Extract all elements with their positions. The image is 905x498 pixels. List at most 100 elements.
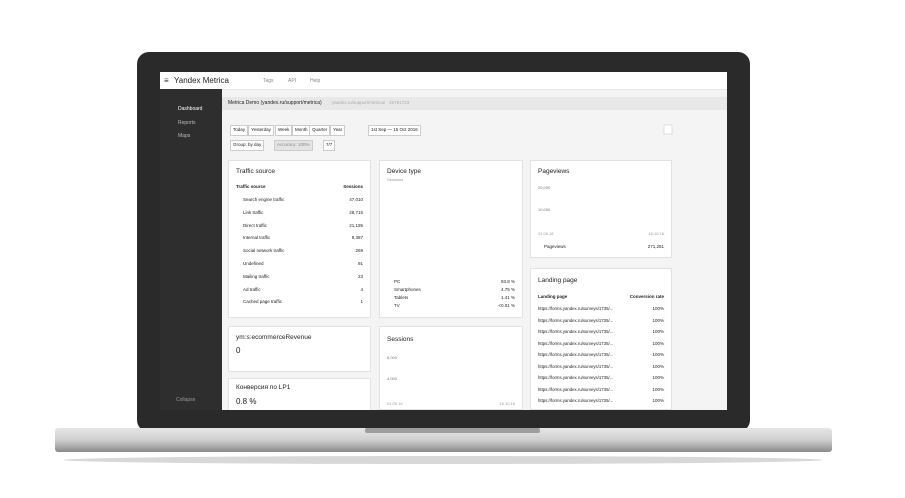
row-label: Search engine traffic (243, 197, 285, 202)
row-value: 28,715 (349, 209, 363, 215)
menu-icon: ≡ (164, 76, 169, 85)
period-button[interactable]: Today (230, 125, 249, 136)
widget-title: Device type (387, 168, 421, 175)
card-revenue (228, 326, 371, 372)
sidebar (160, 89, 222, 410)
row-value: 100% (652, 329, 664, 334)
row-value: 100% (652, 352, 664, 357)
axis-label: 4,000 (387, 376, 398, 381)
period-button[interactable]: Yesterday (248, 125, 274, 136)
row-value: 100% (652, 317, 664, 323)
axis-date: 01.09.16 (538, 231, 554, 236)
row-label: https://forms.yandex.ru/surveys/1735/... (538, 329, 614, 334)
axis-date: 15.10.16 (648, 231, 664, 236)
row-label: Undefined (243, 261, 264, 266)
row-label: https://forms.yandex.ru/surveys/1735/... (538, 386, 614, 392)
column-header: Sessions (343, 184, 363, 189)
card-traffic-source (228, 160, 371, 318)
period-button[interactable]: Year (330, 125, 346, 136)
widget-title: Traffic source (236, 168, 276, 175)
row-value: 1 (360, 299, 363, 305)
card-sessions (379, 326, 523, 410)
widget-title: Конверсия по LP1 (236, 384, 291, 391)
period-button[interactable]: Week (275, 125, 293, 136)
breadcrumb-bar (222, 97, 727, 110)
card-device-type (379, 160, 523, 318)
legend-label: PC (394, 279, 401, 284)
row-label: Direct traffic (243, 222, 267, 228)
nav-link[interactable]: Help (310, 78, 321, 84)
nav-link[interactable]: Tags (263, 78, 274, 84)
column-header: Landing page (538, 294, 568, 299)
row-value: 9,387 (351, 235, 363, 241)
legend-label: Pageviews (544, 244, 566, 249)
legend-label: TV (394, 303, 400, 308)
row-label: https://forms.yandex.ru/surveys/1735/... (538, 352, 614, 357)
top-bar (160, 72, 727, 90)
notch (365, 428, 540, 433)
column-header: Conversion rate (629, 294, 664, 299)
legend-value: 1.41 % (500, 295, 515, 300)
axis-date: 01.09.16 (387, 401, 403, 406)
filter-button[interactable]: Accuracy: 100% (274, 140, 313, 151)
row-value: 100% (652, 375, 664, 380)
legend-label: Smartphones (394, 287, 421, 292)
row-label: Cached page traffic (243, 299, 282, 305)
legend-value: 93.8 % (500, 279, 515, 284)
row-value: 47,010 (349, 197, 363, 202)
period-button[interactable]: Quarter (309, 125, 331, 136)
row-value: 100% (652, 363, 664, 369)
legend-value: <0.01 % (498, 303, 515, 308)
axis-label: 6,000 (387, 355, 398, 360)
screen: ≡ Yandex Metrica Tags API Help Dashboard Repo… (160, 72, 727, 410)
widget-title: Pageviews (538, 168, 570, 175)
widget-value: 0.8 % (236, 397, 257, 406)
axis-label: 10,000 (538, 207, 551, 212)
row-value: 100% (652, 306, 664, 311)
breadcrumb-title: Metrica Demo (yandex.ru/support/metrica) (228, 100, 322, 106)
sidebar-item[interactable]: Maps (178, 133, 191, 139)
legend-value: 271,261 (647, 244, 664, 249)
nav-link[interactable]: API (288, 78, 297, 84)
row-value: 100% (652, 398, 664, 403)
legend-label: Tablets (394, 295, 409, 300)
base (55, 428, 832, 452)
row-label: https://forms.yandex.ru/surveys/1735/... (538, 317, 614, 323)
row-label: https://forms.yandex.ru/surveys/1735/... (538, 306, 614, 311)
row-label: https://forms.yandex.ru/surveys/1735/... (538, 398, 614, 403)
breadcrumb-subtitle: yandex.ru/support/metrica/ · 26761723 (332, 100, 410, 105)
logo: Yandex Metrica (174, 76, 229, 85)
filter-button[interactable]: Group: by day (230, 140, 265, 151)
row-value: 91 (357, 261, 363, 266)
date-range[interactable]: 1st Sep — 15 Oct 2016 (368, 125, 421, 136)
row-label: Internal traffic (243, 235, 271, 241)
axis-label: 20,000 (538, 185, 551, 190)
row-value: 269 (355, 248, 363, 254)
row-label: https://forms.yandex.ru/surveys/1735/... (538, 340, 614, 346)
axis-date: 15.10.16 (499, 401, 515, 406)
card-conversion (228, 378, 371, 410)
row-label: Ad traffic (243, 286, 261, 292)
row-value: 100% (652, 340, 664, 346)
row-value: 100% (652, 386, 664, 392)
row-label: https://forms.yandex.ru/surveys/1735/... (538, 375, 614, 380)
period-button[interactable]: Month (292, 125, 311, 136)
widget-title: ym:s:ecommerceRevenue (236, 334, 312, 341)
collapse[interactable]: Collapse (176, 397, 196, 403)
shadow (63, 456, 823, 464)
sidebar-item[interactable]: Reports (178, 120, 196, 126)
row-value: 23 (357, 273, 363, 279)
widget-subtitle: Sessions (387, 177, 404, 182)
widget-title: Landing page (538, 277, 578, 284)
row-label: https://forms.yandex.ru/surveys/1735/... (538, 363, 614, 369)
sidebar-item[interactable]: Dashboard (178, 106, 203, 112)
column-header: Traffic source (236, 184, 266, 189)
card-pageviews (530, 160, 672, 258)
download-icon (663, 124, 673, 135)
legend-value: 4.75 % (500, 287, 515, 292)
row-label: Link traffic (243, 209, 264, 215)
filter-button[interactable]: 7/7 (323, 140, 336, 151)
row-label: Social network traffic (243, 248, 285, 254)
widget-title: Sessions (387, 336, 414, 343)
